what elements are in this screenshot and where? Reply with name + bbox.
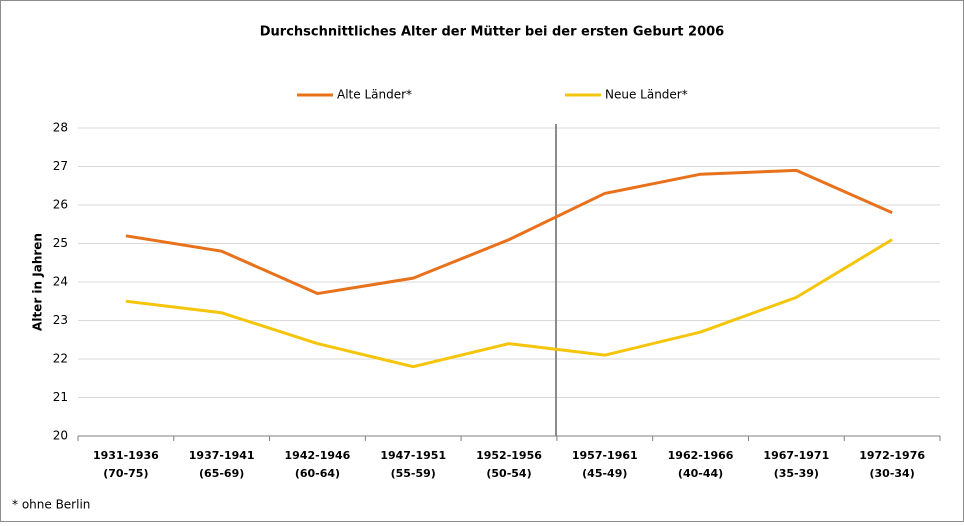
line-series: [125, 168, 893, 296]
x-tick-label: (65-69): [199, 467, 244, 480]
legend-label: Alte Länder*: [337, 88, 412, 102]
x-tick-label: 1942-1946: [285, 449, 351, 462]
x-tick-label: (30-34): [869, 467, 914, 480]
x-tick-label: (50-54): [486, 467, 531, 480]
legend-label: Neue Länder*: [605, 88, 688, 102]
y-tick-label: 28: [53, 121, 68, 135]
y-tick-label: 25: [53, 236, 68, 250]
y-tick-label: 27: [53, 159, 68, 173]
x-tick-label: (35-39): [774, 467, 819, 480]
x-tick-label: (45-49): [582, 467, 627, 480]
y-tick-label: 21: [53, 390, 68, 404]
x-tick-label: 1952-1956: [476, 449, 542, 462]
line-series: [125, 238, 893, 369]
x-tick-label: 1937-1941: [189, 449, 255, 462]
y-tick-label: 26: [53, 198, 68, 212]
y-tick-label: 23: [53, 313, 68, 327]
x-tick-label: 1967-1971: [763, 449, 829, 462]
x-tick-label: 1931-1936: [93, 449, 159, 462]
x-tick-label: (40-44): [678, 467, 723, 480]
x-tick-label: (70-75): [103, 467, 148, 480]
chart-title: Durchschnittliches Alter der Mütter bei …: [260, 25, 724, 40]
x-tick-label: 1957-1961: [572, 449, 638, 462]
x-tick-label: 1972-1976: [859, 449, 925, 462]
y-axis-label: Alter in Jahren: [31, 233, 45, 331]
y-tick-label: 24: [53, 275, 68, 289]
x-tick-label: 1947-1951: [380, 449, 446, 462]
x-tick-label: (60-64): [295, 467, 340, 480]
x-tick-label: 1962-1966: [668, 449, 734, 462]
x-tick-label: (55-59): [391, 467, 436, 480]
y-tick-label: 22: [53, 352, 68, 366]
footnote: * ohne Berlin: [12, 498, 90, 512]
y-tick-label: 20: [53, 429, 68, 443]
